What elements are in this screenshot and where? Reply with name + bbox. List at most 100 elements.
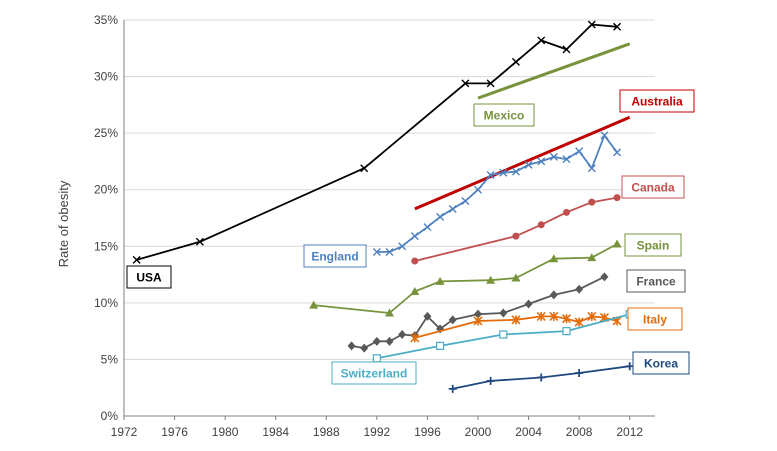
label-italy: Italy — [627, 307, 683, 331]
series-australia — [414, 115, 631, 211]
data-point-spain — [587, 253, 597, 262]
data-point-england — [524, 160, 533, 169]
label-korea: Korea — [632, 351, 690, 375]
data-point-france — [448, 315, 457, 325]
label-text-france: France — [636, 275, 676, 289]
data-point-france — [360, 343, 369, 353]
data-point-switzerland — [372, 354, 381, 363]
data-point-england — [549, 152, 558, 161]
data-point-spain — [549, 254, 559, 263]
series-line-mexico — [477, 42, 631, 100]
x-tick-label: 2012 — [616, 425, 643, 439]
data-point-france — [474, 309, 482, 319]
label-text-switzerland: Switzerland — [341, 367, 408, 381]
data-point-usa — [486, 79, 495, 88]
label-spain: Spain — [624, 233, 682, 257]
data-point-switzerland — [499, 330, 508, 339]
label-box-korea — [632, 351, 690, 375]
x-tick-label: 1976 — [161, 425, 188, 439]
data-point-france — [549, 290, 558, 300]
data-point-korea — [448, 384, 457, 393]
data-point-england — [448, 204, 457, 213]
series-line-australia — [414, 115, 631, 211]
data-point-england — [398, 242, 407, 251]
series-korea — [448, 362, 634, 393]
label-box-canada — [621, 175, 685, 199]
x-tick-label: 1996 — [414, 425, 441, 439]
data-point-canada — [588, 198, 596, 206]
data-point-england — [562, 155, 571, 164]
data-point-italy — [473, 316, 483, 326]
x-tick-label: 1984 — [262, 425, 289, 439]
data-point-france — [347, 341, 356, 351]
data-point-usa — [461, 79, 470, 88]
data-point-france — [398, 330, 407, 340]
data-point-france — [575, 284, 584, 294]
data-point-england — [537, 157, 546, 166]
data-point-france — [524, 299, 533, 309]
label-australia: Australia — [619, 89, 695, 113]
data-point-england — [461, 197, 470, 206]
data-point-england — [474, 185, 482, 194]
label-text-canada: Canada — [631, 181, 675, 195]
data-point-usa — [537, 36, 546, 45]
label-box-switzerland — [331, 361, 417, 385]
series-mexico — [477, 42, 631, 100]
data-point-italy — [587, 311, 597, 321]
data-point-england — [600, 131, 609, 140]
data-point-france — [372, 336, 381, 346]
x-tick-labels: 1972 1976 1980 1984 1988 1992 1996 2000 2004 2008… — [111, 416, 643, 439]
x-tick-label: 1988 — [313, 425, 340, 439]
data-point-england — [613, 148, 622, 157]
data-point-canada — [512, 232, 520, 240]
series-line-italy — [414, 315, 618, 339]
label-usa: USA — [126, 265, 172, 289]
label-box-mexico — [473, 103, 535, 127]
label-text-usa: USA — [136, 271, 162, 285]
x-tick-label: 2004 — [515, 425, 542, 439]
y-tick-labels: 0% 5% 10% 15% 20% 25% 30% 35% — [94, 13, 118, 423]
y-axis-label: Rate of obesity — [56, 180, 71, 267]
label-box-france — [626, 269, 686, 293]
data-point-spain — [612, 239, 622, 248]
data-point-italy — [549, 311, 559, 321]
label-text-mexico: Mexico — [484, 109, 525, 123]
series-line-canada — [414, 196, 618, 262]
x-tick-label: 2000 — [465, 425, 492, 439]
x-tick-label: 1992 — [364, 425, 391, 439]
data-point-france — [385, 336, 394, 346]
x-tick-label: 1980 — [212, 425, 239, 439]
data-point-italy — [511, 315, 521, 325]
data-point-spain — [410, 287, 420, 296]
data-point-canada — [563, 208, 570, 216]
x-tick-label: 2008 — [566, 425, 593, 439]
data-point-italy — [561, 314, 572, 324]
label-text-spain: Spain — [637, 239, 670, 253]
y-tick-label: 5% — [101, 352, 119, 366]
label-text-england: England — [311, 250, 358, 264]
data-point-england — [372, 247, 381, 256]
data-point-usa — [360, 164, 369, 173]
x-tick-label: 1972 — [111, 425, 138, 439]
label-mexico: Mexico — [473, 103, 535, 127]
data-point-england — [499, 168, 508, 177]
label-england: England — [303, 244, 367, 268]
data-point-france — [423, 311, 432, 321]
data-point-england — [575, 147, 584, 156]
y-tick-label: 25% — [94, 126, 118, 140]
data-point-spain — [511, 273, 521, 282]
data-point-switzerland — [562, 327, 571, 336]
data-point-france — [499, 308, 508, 318]
data-point-spain — [486, 275, 496, 284]
data-point-korea — [486, 376, 495, 385]
series-line-usa — [136, 23, 618, 261]
label-box-spain — [624, 233, 682, 257]
y-tick-label: 0% — [101, 409, 119, 423]
data-point-spain — [435, 276, 445, 285]
label-box-england — [303, 244, 367, 268]
series-labels: USA Mexico Australia England Canada Spain Fran… — [126, 89, 695, 385]
series-italy — [410, 311, 622, 343]
data-point-spain — [385, 308, 394, 317]
y-tick-label: 20% — [94, 183, 118, 197]
